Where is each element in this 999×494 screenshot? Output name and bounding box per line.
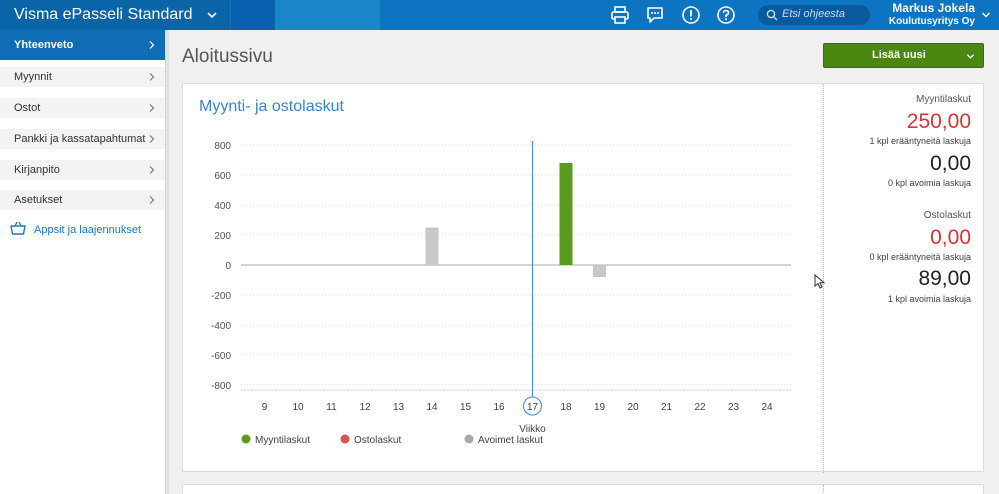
app-title: Visma ePasseli Standard — [14, 6, 193, 23]
sidebar-item-ostot[interactable]: Ostot — [0, 98, 165, 118]
chevron-right-icon — [149, 135, 155, 143]
purchases-overdue-text: 0 kpl erääntyneitä laskuja — [869, 252, 971, 262]
apps-label: Appsit ja laajennukset — [34, 224, 142, 236]
sidebar-item-kirjanpito[interactable]: Kirjanpito — [0, 160, 165, 180]
legend-marker — [464, 434, 474, 444]
x-tick-label: 9 — [262, 402, 268, 413]
purchases-open-amount[interactable]: 89,00 — [918, 267, 971, 290]
sidebar-item-pankki[interactable]: Pankki ja kassatapahtumat — [0, 129, 165, 149]
add-new-label: Lisää uusi — [872, 49, 926, 61]
y-tick-label: 200 — [214, 231, 231, 242]
x-tick-label: 17 — [527, 402, 539, 413]
sidebar-item-label: Yhteenveto — [14, 39, 74, 51]
legend-label: Ostolaskut — [354, 435, 401, 446]
sidebar: Yhteenveto Myynnit Ostot Pankki ja kassa… — [0, 30, 169, 494]
sales-open-amount[interactable]: 0,00 — [930, 152, 971, 175]
y-tick-label: -200 — [211, 291, 231, 302]
shopping-basket-icon — [10, 221, 26, 235]
x-tick-label: 16 — [493, 402, 505, 413]
chart-bar — [425, 227, 439, 265]
page-title: Aloitussivu — [182, 46, 273, 67]
invoice-chart: 800 600 400 200 0 -200 -400 -600 -800 9 10 11 12 13 14… — [211, 141, 791, 446]
y-tick-label: -400 — [211, 321, 231, 332]
x-tick-label: 20 — [627, 402, 639, 413]
search-icon — [766, 9, 778, 21]
sales-overdue-text: 1 kpl erääntyneitä laskuja — [869, 136, 971, 146]
chevron-right-icon — [149, 196, 155, 204]
purchases-overdue-amount[interactable]: 0,00 — [930, 226, 971, 249]
y-tick-label: 800 — [214, 141, 231, 152]
x-tick-label: 23 — [728, 402, 740, 413]
x-tick-label: 11 — [326, 402, 337, 413]
chevron-right-icon — [149, 166, 155, 174]
sales-invoices-label: Myyntilaskut — [915, 94, 971, 105]
purchases-open-text: 1 kpl avoimia laskuja — [887, 294, 971, 304]
chevron-right-icon — [149, 73, 155, 81]
x-tick-label: 22 — [694, 402, 706, 413]
x-tick-label: 18 — [560, 402, 572, 413]
help-icon[interactable] — [716, 5, 736, 25]
help-search-input[interactable]: Etsi ohjeesta — [758, 5, 870, 25]
y-tick-label: -600 — [211, 351, 231, 362]
legend-marker — [241, 434, 251, 444]
alert-icon[interactable] — [681, 5, 701, 25]
top-bar: Visma ePasseli Standard Etsi ohjeesta Ma… — [0, 0, 999, 30]
x-tick-label: 21 — [661, 402, 673, 413]
secondary-card — [182, 484, 984, 494]
sidebar-item-label: Kirjanpito — [14, 164, 60, 176]
chart-title: Myynti- ja ostolaskut — [199, 98, 344, 115]
y-tick-label: -800 — [211, 381, 231, 392]
y-tick-label: 400 — [214, 201, 231, 212]
x-tick-label: 13 — [393, 402, 405, 413]
sidebar-item-label: Myynnit — [14, 71, 52, 83]
chart-bar — [593, 265, 606, 277]
current-week-marker — [523, 396, 542, 416]
x-tick-label: 14 — [426, 402, 438, 413]
add-new-button[interactable]: Lisää uusi — [823, 43, 984, 68]
y-tick-label: 600 — [214, 171, 231, 182]
sales-open-text: 0 kpl avoimia laskuja — [887, 178, 971, 188]
chevron-down-icon[interactable] — [966, 52, 975, 61]
chevron-right-icon — [149, 41, 155, 49]
search-placeholder: Etsi ohjeesta — [782, 8, 845, 20]
legend-label: Myyntilaskut — [255, 435, 310, 446]
x-tick-label: 10 — [292, 402, 304, 413]
sidebar-item-asetukset[interactable]: Asetukset — [0, 190, 165, 210]
topbar-segment — [231, 0, 275, 30]
x-axis-title: Viikko — [519, 424, 546, 435]
sidebar-item-yhteenveto[interactable]: Yhteenveto — [0, 30, 165, 60]
printer-icon[interactable] — [610, 5, 630, 25]
x-tick-label: 15 — [460, 402, 472, 413]
user-name: Markus Jokela — [892, 1, 975, 15]
invoice-summary-card: Myynti- ja ostolaskut 800 600 400 200 0 -200 -… — [182, 83, 984, 473]
sidebar-item-label: Pankki ja kassatapahtumat — [14, 133, 146, 145]
y-tick-label: 0 — [225, 261, 231, 272]
sales-overdue-amount[interactable]: 250,00 — [906, 110, 971, 133]
x-tick-label: 12 — [359, 402, 371, 413]
sidebar-item-myynnit[interactable]: Myynnit — [0, 67, 165, 87]
chat-icon[interactable] — [645, 5, 665, 25]
card-divider — [823, 485, 824, 494]
chevron-down-icon — [207, 12, 217, 19]
user-menu[interactable]: Markus Jokela Koulutusyritys Oy — [889, 2, 975, 28]
chart-bar — [559, 163, 573, 265]
mouse-cursor-icon — [814, 274, 826, 289]
sidebar-item-label: Ostot — [14, 102, 41, 114]
chevron-down-icon[interactable] — [981, 10, 991, 20]
legend-label: Avoimet laskut — [478, 435, 543, 446]
topbar-segment — [275, 0, 380, 30]
x-tick-label: 19 — [594, 402, 606, 413]
x-tick-label: 24 — [761, 402, 773, 413]
sidebar-item-label: Asetukset — [14, 194, 63, 206]
user-organization: Koulutusyritys Oy — [888, 16, 975, 27]
chevron-right-icon — [149, 104, 155, 112]
legend-marker — [340, 434, 350, 444]
purchase-invoices-label: Ostolaskut — [923, 210, 971, 221]
app-switcher[interactable]: Visma ePasseli Standard — [0, 0, 230, 30]
card-divider — [823, 84, 824, 473]
